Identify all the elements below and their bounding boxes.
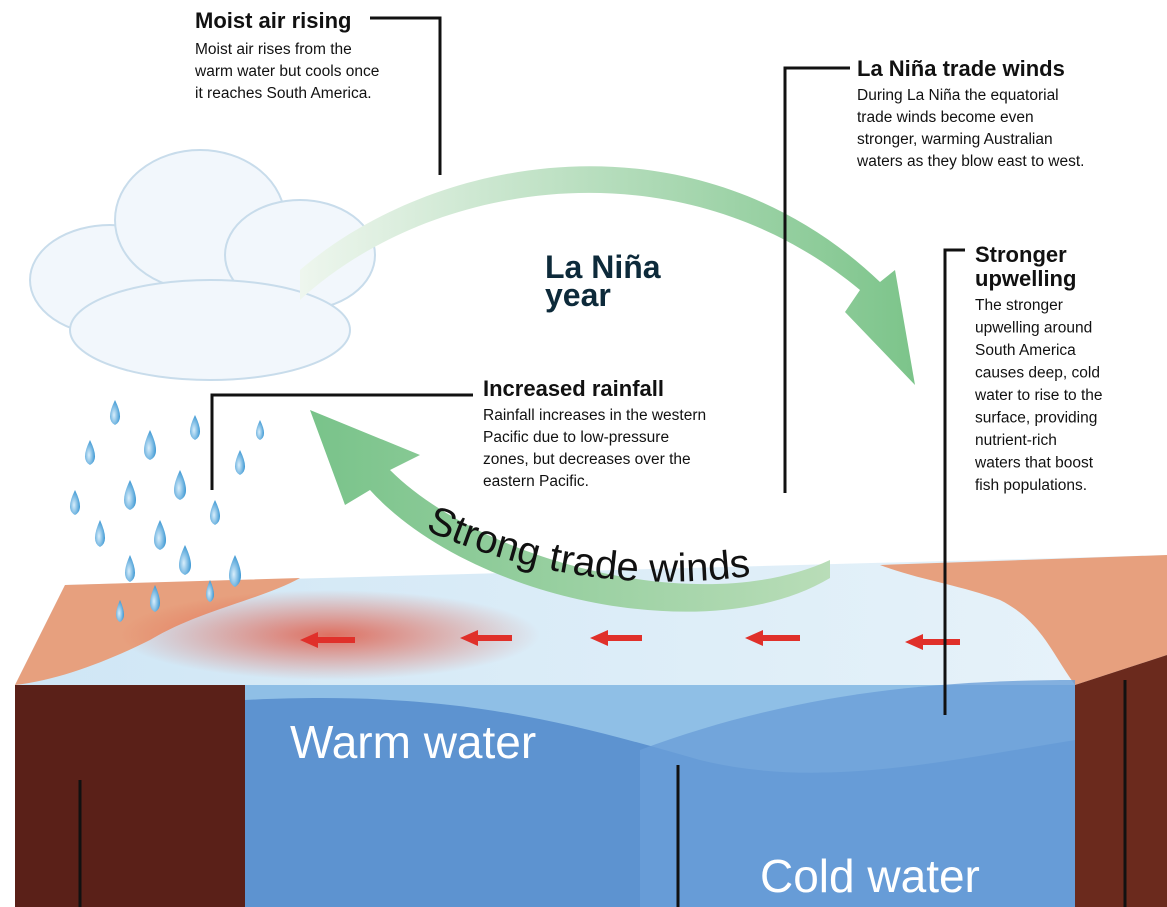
callout-body: nutrient-rich xyxy=(975,432,1057,449)
callout-body: waters as they blow east to west. xyxy=(856,153,1084,170)
callout-body: Moist air rises from the xyxy=(195,41,352,58)
callout-heading: Moist air rising xyxy=(195,8,351,33)
callout-body: stronger, warming Australian xyxy=(857,131,1053,148)
callout-body: water to rise to the xyxy=(974,387,1103,404)
callout-body: surface, providing xyxy=(975,410,1097,427)
cloud xyxy=(29,149,376,381)
callout-rainfall: Increased rainfall Rainfall increases in… xyxy=(483,376,706,490)
raindrops xyxy=(70,400,264,622)
callout-body: warm water but cools once xyxy=(194,63,379,80)
callout-body: it reaches South America. xyxy=(195,85,372,102)
callout-body: fish populations. xyxy=(975,477,1087,494)
callout-heading: upwelling xyxy=(975,266,1076,291)
ocean-surface xyxy=(15,555,1167,685)
callout-body: upwelling around xyxy=(975,320,1092,337)
callout-heading: Stronger xyxy=(975,242,1067,267)
callout-heading: Increased rainfall xyxy=(483,376,664,401)
title-line: La Niña xyxy=(545,249,661,285)
diagram-title: La Niña year xyxy=(545,249,661,313)
callout-body: Rainfall increases in the western xyxy=(483,407,706,424)
ocean-cross-section xyxy=(15,655,1167,907)
leader-lines xyxy=(78,16,1127,907)
callout-body: waters that boost xyxy=(974,455,1094,472)
callout-body: Pacific due to low-pressure xyxy=(483,429,669,446)
callout-body: eastern Pacific. xyxy=(483,473,589,490)
callout-upwelling: Stronger upwelling The stronger upwelling… xyxy=(974,242,1103,494)
current-arrows xyxy=(300,630,960,650)
callout-heading: La Niña trade winds xyxy=(857,56,1065,81)
callout-body: zones, but decreases over the xyxy=(483,451,691,468)
callout-body: During La Niña the equatorial xyxy=(857,87,1059,104)
title-line: year xyxy=(545,277,611,313)
callout-body: causes deep, cold xyxy=(975,365,1100,382)
circulation-arrows xyxy=(300,166,915,612)
callout-body: trade winds become even xyxy=(857,109,1034,126)
cold-water-label: Cold water xyxy=(760,850,980,902)
callout-body: The stronger xyxy=(975,297,1063,314)
callout-moist-air: Moist air rising Moist air rises from th… xyxy=(194,8,379,102)
warm-water-label: Warm water xyxy=(290,716,536,768)
callout-trade-winds: La Niña trade winds During La Niña the e… xyxy=(856,56,1084,170)
callout-body: South America xyxy=(975,342,1076,359)
